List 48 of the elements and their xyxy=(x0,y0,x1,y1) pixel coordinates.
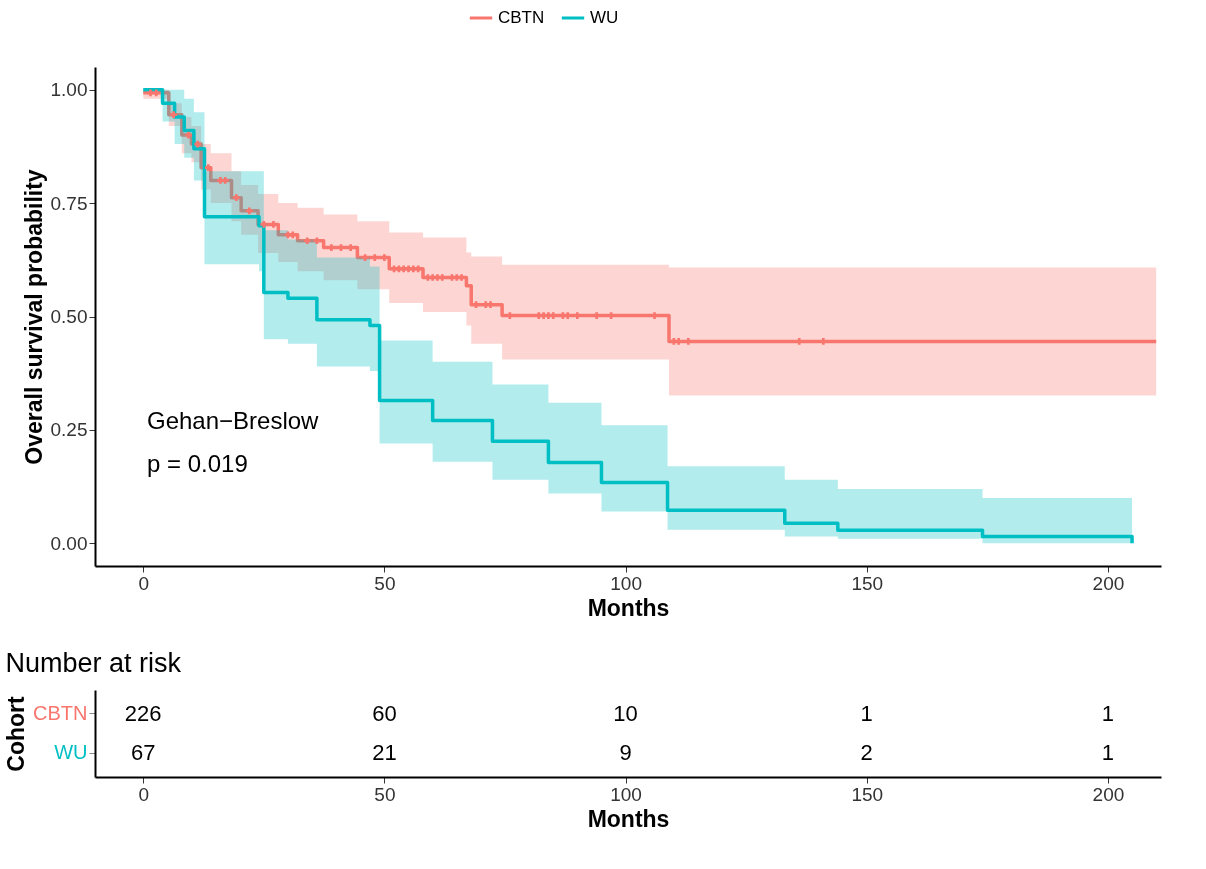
point xyxy=(246,207,253,215)
point xyxy=(205,164,212,172)
x-tick-label: 50 xyxy=(374,572,396,594)
x-tick-label: 0 xyxy=(138,572,150,594)
x-tick-label: 100 xyxy=(610,572,642,594)
point xyxy=(170,111,177,118)
legend-label: CBTN xyxy=(498,8,545,27)
data-label: 1 xyxy=(1101,740,1115,766)
x-axis-title: Months xyxy=(587,805,670,832)
data-label: 226 xyxy=(124,700,162,726)
point xyxy=(414,265,422,273)
data-label: 21 xyxy=(372,740,397,766)
y-tick-label: 0.00 xyxy=(50,532,88,554)
point xyxy=(185,131,192,139)
point xyxy=(289,231,297,239)
y-tick-label: CBTN xyxy=(33,701,88,724)
data-label: 67 xyxy=(130,740,156,766)
x-tick-label: 100 xyxy=(610,783,642,805)
y-axis-title: Overall survival probability xyxy=(20,169,47,465)
point xyxy=(303,237,311,245)
y-tick-label: 1.00 xyxy=(50,79,88,101)
y-axis-title: Cohort xyxy=(3,695,30,772)
y-tick-label: 0.50 xyxy=(50,306,88,327)
annotation: Gehan−Breslow xyxy=(147,407,320,434)
y-tick-label: WU xyxy=(54,741,88,764)
annotation: p = 0.019 xyxy=(147,450,248,477)
chart-title: Number at risk xyxy=(5,648,182,678)
data-label: 9 xyxy=(619,740,632,766)
data-label: 60 xyxy=(372,700,397,726)
point xyxy=(361,254,369,261)
data-label: 1 xyxy=(860,700,873,726)
legend-label: WU xyxy=(590,8,619,27)
x-tick-label: 200 xyxy=(1092,572,1125,594)
x-axis-title: Months xyxy=(587,594,670,621)
y-tick-label: 0.75 xyxy=(50,192,88,214)
point xyxy=(194,140,202,148)
x-tick-label: 50 xyxy=(374,783,396,805)
x-tick-label: 200 xyxy=(1092,783,1125,805)
data-label: 1 xyxy=(1101,700,1115,726)
x-tick-label: 150 xyxy=(851,572,884,594)
x-tick-label: 150 xyxy=(851,783,884,805)
point xyxy=(232,194,240,201)
y-tick-label: 0.25 xyxy=(50,419,88,441)
point xyxy=(152,89,160,97)
data-label: 2 xyxy=(860,740,873,766)
point xyxy=(221,177,229,184)
x-tick-label: 0 xyxy=(138,783,150,805)
data-label: 10 xyxy=(613,700,638,726)
